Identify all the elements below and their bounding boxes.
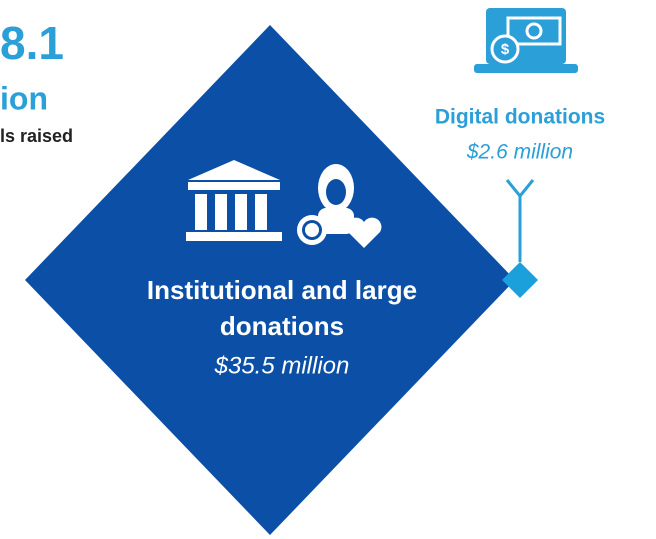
- diamond-title-line: donations: [220, 311, 344, 341]
- diamond-amount: $35.5 million: [214, 352, 350, 379]
- total-caption: ls raised: [0, 126, 73, 146]
- laptop-icon: $: [474, 8, 578, 73]
- diamond-title-line: Institutional and large: [147, 275, 417, 305]
- svg-text:$: $: [501, 41, 510, 58]
- callout-title: Digital donations: [435, 106, 605, 129]
- main-diamond: [25, 25, 515, 535]
- donor-icon: [297, 164, 382, 248]
- callout-amount: $2.6 million: [466, 141, 573, 164]
- total-amount: 8.1: [0, 17, 64, 69]
- small-diamond: [502, 262, 538, 298]
- total-unit: ion: [0, 80, 48, 116]
- bank-icon: [186, 160, 282, 241]
- connector: [505, 179, 535, 262]
